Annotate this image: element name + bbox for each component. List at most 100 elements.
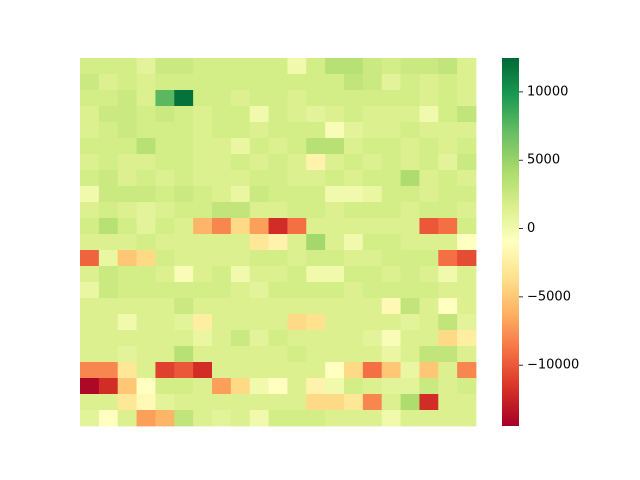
heatmap-cell (174, 266, 194, 283)
heatmap-cell (325, 186, 345, 203)
heatmap-cell (230, 138, 251, 155)
heatmap-cell (155, 378, 175, 395)
heatmap-cell (174, 202, 194, 219)
heatmap-cell (98, 298, 119, 315)
heatmap-cell (325, 106, 345, 123)
heatmap-cell (155, 90, 175, 107)
heatmap-cell (249, 138, 269, 155)
heatmap-cell (325, 154, 345, 171)
heatmap-cell (117, 186, 137, 203)
heatmap-cell (193, 298, 213, 315)
heatmap-cell (325, 410, 345, 427)
heatmap-cell (268, 330, 288, 347)
heatmap-cell (230, 170, 251, 187)
heatmap-cell (344, 186, 364, 203)
heatmap-cell (193, 58, 213, 75)
heatmap-cell (419, 74, 439, 91)
heatmap-cell (438, 266, 458, 283)
heatmap-cell (344, 58, 364, 75)
heatmap-cell (193, 154, 213, 171)
heatmap-cell (457, 314, 477, 331)
heatmap-cell (400, 58, 420, 75)
colorbar-tick-label: −5000 (527, 289, 571, 304)
heatmap-cell (136, 90, 156, 107)
heatmap-cell (230, 266, 251, 283)
heatmap-cell (438, 314, 458, 331)
heatmap-cell (268, 170, 288, 187)
heatmap-cell (419, 330, 439, 347)
heatmap-cell (268, 298, 288, 315)
heatmap-cell (80, 330, 100, 347)
heatmap-cell (419, 394, 439, 411)
heatmap-cell (117, 234, 137, 251)
heatmap-cell (193, 362, 213, 379)
heatmap-cell (80, 138, 100, 155)
heatmap-cell (155, 186, 175, 203)
heatmap-cell (174, 298, 194, 315)
heatmap-cell (287, 90, 307, 107)
heatmap-cell (362, 170, 383, 187)
heatmap-cell (98, 74, 119, 91)
heatmap-cell (155, 138, 175, 155)
heatmap-cell (457, 74, 477, 91)
heatmap-cell (457, 394, 477, 411)
heatmap-cell (136, 346, 156, 363)
heatmap-cell (268, 58, 288, 75)
heatmap-cell (174, 106, 194, 123)
heatmap-cell (212, 330, 232, 347)
heatmap-cell (136, 234, 156, 251)
heatmap-cell (419, 154, 439, 171)
heatmap-cell (249, 378, 269, 395)
heatmap-cell (325, 74, 345, 91)
heatmap-cell (230, 58, 251, 75)
heatmap-cell (80, 170, 100, 187)
heatmap-cell (287, 138, 307, 155)
heatmap-cell (268, 314, 288, 331)
heatmap-cell (325, 394, 345, 411)
heatmap-cell (344, 170, 364, 187)
heatmap-cell (325, 58, 345, 75)
heatmap-cell (344, 346, 364, 363)
heatmap-cell (419, 362, 439, 379)
heatmap-cell (136, 298, 156, 315)
heatmap-cell (419, 186, 439, 203)
heatmap-cell (230, 314, 251, 331)
heatmap-cell (155, 170, 175, 187)
heatmap-cell (155, 298, 175, 315)
heatmap-cell (230, 106, 251, 123)
heatmap-cell (230, 186, 251, 203)
heatmap-cell (362, 378, 383, 395)
heatmap-cell (230, 346, 251, 363)
heatmap-cell (268, 154, 288, 171)
heatmap-cell (287, 330, 307, 347)
heatmap-cell (268, 394, 288, 411)
heatmap-cell (155, 330, 175, 347)
heatmap-cell (344, 298, 364, 315)
heatmap-cell (117, 250, 137, 267)
heatmap-cell (419, 282, 439, 299)
heatmap-cell (419, 90, 439, 107)
heatmap-cell (174, 250, 194, 267)
heatmap-cell (287, 394, 307, 411)
heatmap-cell (117, 346, 137, 363)
heatmap-cell (438, 170, 458, 187)
heatmap-cell (136, 410, 156, 427)
colorbar-tick-label: 0 (527, 221, 535, 236)
heatmap-cell (193, 346, 213, 363)
heatmap-cell (249, 170, 269, 187)
heatmap-cell (287, 58, 307, 75)
heatmap-cell (193, 250, 213, 267)
heatmap-cell (136, 394, 156, 411)
heatmap-cell (325, 250, 345, 267)
heatmap-cell (400, 186, 420, 203)
heatmap-cell (174, 74, 194, 91)
heatmap-cell (400, 346, 420, 363)
heatmap-cell (174, 394, 194, 411)
heatmap-cell (212, 154, 232, 171)
heatmap-cell (325, 330, 345, 347)
heatmap-cell (325, 218, 345, 235)
heatmap-cell (212, 186, 232, 203)
heatmap-cell (212, 250, 232, 267)
heatmap-cell (419, 266, 439, 283)
